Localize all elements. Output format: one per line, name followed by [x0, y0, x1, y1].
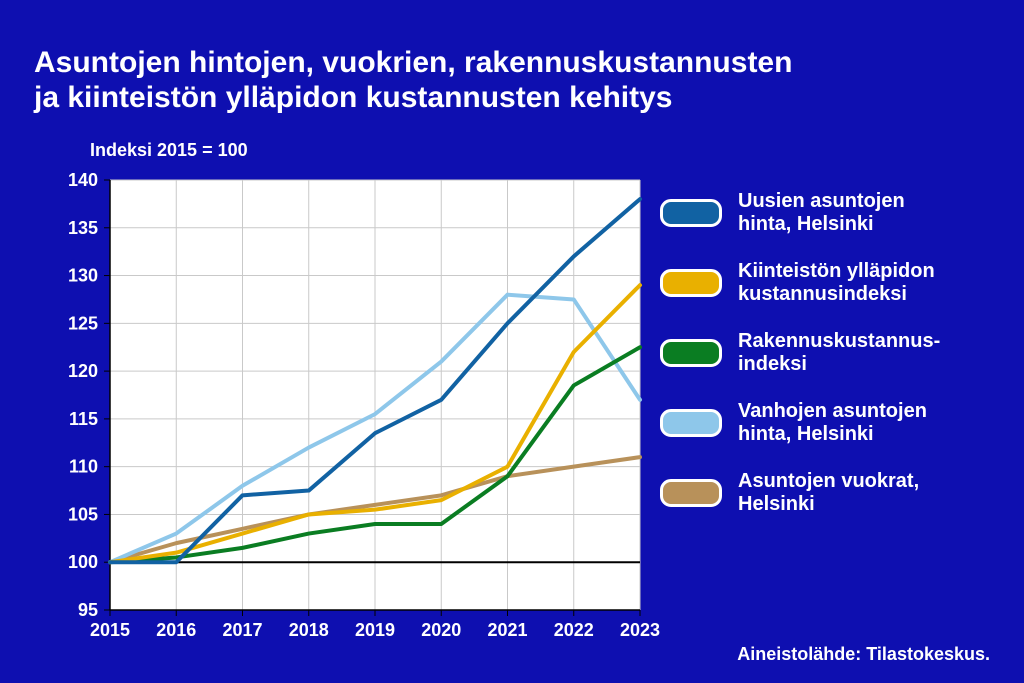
xtick-label: 2015: [90, 620, 130, 640]
xtick-label: 2017: [222, 620, 262, 640]
legend-label: Asuntojen vuokrat, Helsinki: [738, 470, 919, 516]
legend-swatch: [660, 269, 722, 297]
legend-label: Rakennuskustannus- indeksi: [738, 330, 940, 376]
xtick-label: 2021: [487, 620, 527, 640]
xtick-label: 2022: [554, 620, 594, 640]
legend-item-vuokrat_helsinki: Asuntojen vuokrat, Helsinki: [660, 470, 940, 516]
legend-label: Vanhojen asuntojen hinta, Helsinki: [738, 400, 927, 446]
xtick-label: 2016: [156, 620, 196, 640]
xtick-label: 2019: [355, 620, 395, 640]
ytick-label: 95: [78, 600, 98, 620]
chart-legend: Uusien asuntojen hinta, Helsinki Kiinteis…: [660, 190, 940, 540]
source-text: Aineistolähde: Tilastokeskus.: [737, 644, 990, 665]
legend-item-uudet_helsinki: Uusien asuntojen hinta, Helsinki: [660, 190, 940, 236]
legend-label: Kiinteistön ylläpidon kustannusindeksi: [738, 260, 935, 306]
legend-item-vanhat_helsinki: Vanhojen asuntojen hinta, Helsinki: [660, 400, 940, 446]
legend-item-rakennuskustannus: Rakennuskustannus- indeksi: [660, 330, 940, 376]
legend-swatch: [660, 479, 722, 507]
ytick-label: 135: [68, 218, 98, 238]
ytick-label: 140: [68, 170, 98, 190]
legend-label: Uusien asuntojen hinta, Helsinki: [738, 190, 905, 236]
legend-swatch: [660, 339, 722, 367]
legend-swatch: [660, 199, 722, 227]
xtick-label: 2020: [421, 620, 461, 640]
ytick-label: 110: [69, 457, 98, 477]
ytick-label: 115: [69, 409, 98, 429]
ytick-label: 125: [68, 313, 98, 333]
legend-swatch: [660, 409, 722, 437]
page-root: Asuntojen hintojen, vuokrien, rakennusku…: [0, 0, 1024, 683]
ytick-label: 130: [68, 266, 98, 286]
legend-item-kiinteisto_yllapito: Kiinteistön ylläpidon kustannusindeksi: [660, 260, 940, 306]
ytick-label: 120: [68, 361, 98, 381]
xtick-label: 2023: [620, 620, 660, 640]
ytick-label: 105: [68, 504, 98, 524]
ytick-label: 100: [68, 552, 98, 572]
xtick-label: 2018: [289, 620, 329, 640]
